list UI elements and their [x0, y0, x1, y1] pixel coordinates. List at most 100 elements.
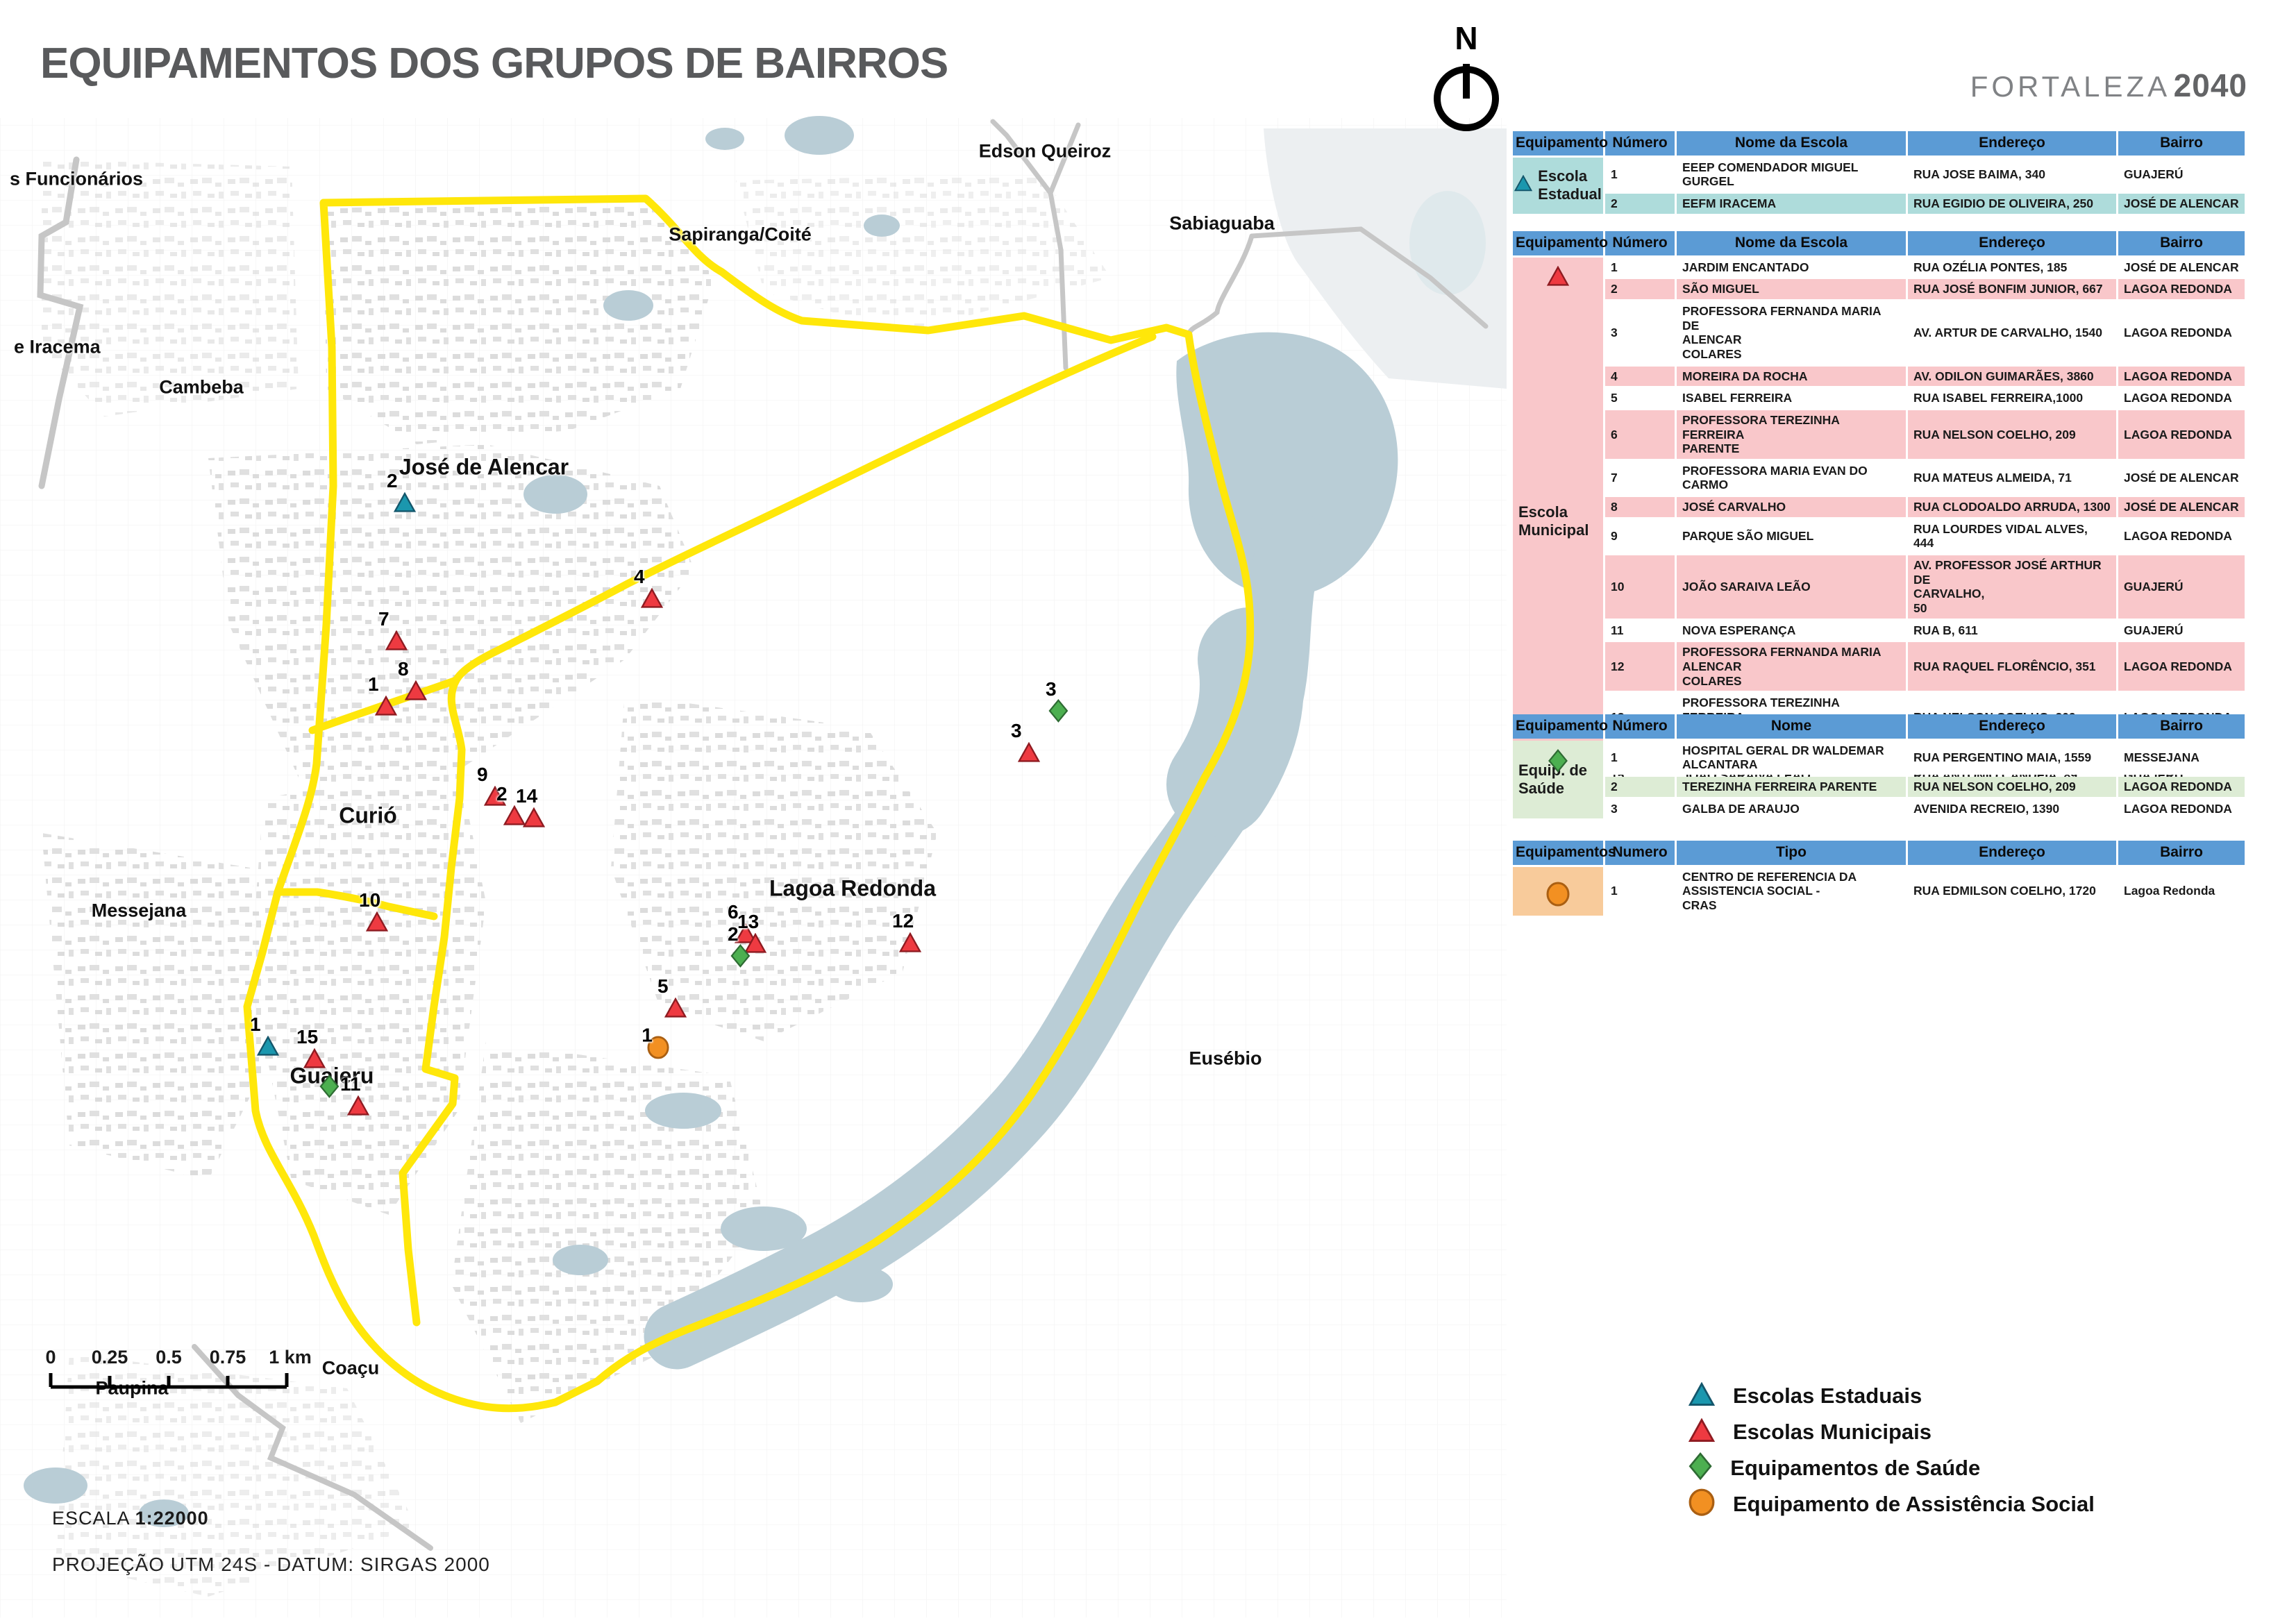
column-header: Bairro	[2118, 231, 2245, 255]
cell-number: 2	[1605, 279, 1675, 300]
north-arrow: N	[1425, 19, 1508, 137]
column-header: Numero	[1605, 841, 1675, 865]
legend-label: Equipamentos de Saúde	[1730, 1456, 1981, 1480]
legend-triangle-icon	[1688, 1418, 1716, 1446]
column-header: Tipo	[1677, 841, 1906, 865]
projection-text: PROJEÇÃO UTM 24S - DATUM: SIRGAS 2000	[52, 1554, 490, 1575]
table-row: 2 TEREZINHA FERREIRA PARENTE RUA NELSON CO…	[1513, 777, 2245, 797]
cell-name: MOREIRA DA ROCHA	[1677, 366, 1906, 387]
marker-number: 6	[728, 901, 739, 923]
column-header: Nome da Escola	[1677, 231, 1906, 255]
equipment-table-estadual: Equipamento Número Nome da Escola Endereço B…	[1511, 129, 2247, 216]
equipment-table-municipal: Equipamento Número Nome da Escola Endereço B…	[1511, 229, 2247, 787]
table-group-label: Escola Municipal	[1513, 257, 1603, 786]
column-header: Endereço	[1908, 231, 2116, 255]
table-row: 8 JOSÉ CARVALHO RUA CLODOALDO ARRUDA, 1300…	[1513, 497, 2245, 517]
scale-tick-label: 1 km	[269, 1347, 312, 1368]
table-header-row: Equipamento Número Nome Endereço Bairro	[1513, 714, 2245, 739]
table-row: 11 NOVA ESPERANÇA RUA B, 611 GUAJERÚ	[1513, 620, 2245, 641]
marker-number: 2	[496, 783, 508, 805]
cell-name: HOSPITAL GERAL DR WALDEMAR ALCANTARA	[1677, 740, 1906, 775]
cell-address: RUA CLODOALDO ARRUDA, 1300	[1908, 497, 2116, 517]
marker-number: 3	[1046, 678, 1057, 700]
cell-address: RUA JOSÉ BONFIM JUNIOR, 667	[1908, 279, 2116, 300]
cell-district: LAGOA REDONDA	[2118, 642, 2245, 691]
cell-number: 8	[1605, 497, 1675, 517]
table-row: 10 JOÃO SARAIVA LEÃO AV. PROFESSOR JOSÉ AR…	[1513, 555, 2245, 619]
cell-name: EEFM IRACEMA	[1677, 194, 1906, 214]
cell-name: JARDIM ENCANTADO	[1677, 257, 1906, 278]
brand-city: FORTALEZA	[1970, 70, 2171, 103]
map-region: s Funcionários e Iracema Cambeba Edson Quei…	[0, 104, 1527, 1623]
column-header: Nome	[1677, 714, 1906, 739]
table-row: 3 GALBA DE ARAUJO AVENIDA RECREIO, 1390 LAG…	[1513, 798, 2245, 819]
marker-number: 12	[892, 910, 914, 932]
marker-number: 9	[477, 764, 488, 785]
cell-name: NOVA ESPERANÇA	[1677, 620, 1906, 641]
equipment-table-saude: Equipamento Número Nome Endereço Bairro Equip…	[1511, 712, 2247, 821]
cell-address: RUA NELSON COELHO, 209	[1908, 410, 2116, 459]
table-header-row: Equipamento Número Nome da Escola Endereço B…	[1513, 131, 2245, 155]
cell-number: 3	[1605, 301, 1675, 364]
cell-district: LAGOA REDONDA	[2118, 279, 2245, 300]
cell-address: RUA PERGENTINO MAIA, 1559	[1908, 740, 2116, 775]
brand-logo: FORTALEZA 2040	[1970, 67, 2247, 104]
marker-number: 1	[642, 1024, 653, 1046]
map-legend: Escolas Estaduais Escolas Municipais Equip…	[1688, 1378, 2095, 1522]
map-label: Messejana	[91, 900, 187, 921]
cell-name: PROFESSORA FERNANDA MARIA ALENCAR COLARE…	[1677, 642, 1906, 691]
cell-number: 1	[1605, 157, 1675, 192]
saude-icon	[1548, 748, 1568, 777]
cell-district: Lagoa Redonda	[2118, 866, 2245, 916]
cell-address: RUA ISABEL FERREIRA,1000	[1908, 388, 2116, 408]
cell-district: LAGOA REDONDA	[2118, 301, 2245, 364]
cell-number: 11	[1605, 620, 1675, 641]
table-row: 1 CENTRO DE REFERENCIA DA ASSISTENCIA SOC…	[1513, 866, 2245, 916]
column-header: Nome da Escola	[1677, 131, 1906, 155]
municipal-icon	[1546, 265, 1570, 290]
table-row: 5 ISABEL FERREIRA RUA ISABEL FERREIRA,1000…	[1513, 388, 2245, 408]
cell-district: JOSÉ DE ALENCAR	[2118, 460, 2245, 496]
map-label: Sabiaguaba	[1169, 212, 1275, 234]
scale-tick-label: 0.75	[209, 1347, 246, 1368]
marker-number: 1	[368, 673, 379, 695]
cell-district: LAGOA REDONDA	[2118, 519, 2245, 554]
cell-district: LAGOA REDONDA	[2118, 777, 2245, 797]
legend-item: Equipamentos de Saúde	[1689, 1450, 2095, 1486]
cell-district: JOSÉ DE ALENCAR	[2118, 497, 2245, 517]
estadual-icon	[1514, 174, 1533, 196]
cell-address: RUA MATEUS ALMEIDA, 71	[1908, 460, 2116, 496]
column-header: Equipamentos	[1513, 841, 1616, 865]
cell-address: AVENIDA RECREIO, 1390	[1908, 798, 2116, 819]
cell-address: RUA EGIDIO DE OLIVEIRA, 250	[1908, 194, 2116, 214]
column-header: Equipamento	[1513, 131, 1608, 155]
cell-name: JOSÉ CARVALHO	[1677, 497, 1906, 517]
brand-year: 2040	[2173, 67, 2247, 103]
map-basemap	[0, 116, 1507, 1617]
table-row: 3 PROFESSORA FERNANDA MARIA DE ALENCAR CO…	[1513, 301, 2245, 364]
cell-name: PROFESSORA MARIA EVAN DO CARMO	[1677, 460, 1906, 496]
column-header: Número	[1605, 714, 1675, 739]
marker-number: 7	[378, 608, 389, 630]
cell-name: JOÃO SARAIVA LEÃO	[1677, 555, 1906, 619]
marker-number: 15	[296, 1026, 319, 1048]
column-header: Equipamento	[1513, 714, 1608, 739]
marker-number: 2	[728, 923, 739, 945]
cell-district: GUAJERÚ	[2118, 157, 2245, 192]
table-row: Escola Estadual 1 EEEP COMENDADOR MIGUEL G…	[1513, 157, 2245, 214]
column-header: Endereço	[1908, 841, 2116, 865]
marker-number: 11	[340, 1073, 361, 1095]
marker-number: 5	[657, 975, 669, 997]
cell-number: 9	[1605, 519, 1675, 554]
cell-address: AV. ARTUR DE CARVALHO, 1540	[1908, 301, 2116, 364]
river	[644, 508, 1325, 1370]
cell-name: PARQUE SÃO MIGUEL	[1677, 519, 1906, 554]
table-row: 4 MOREIRA DA ROCHA AV. ODILON GUIMARÃES, 3…	[1513, 366, 2245, 387]
cell-name: PROFESSORA TEREZINHA FERREIRA PARENTE	[1677, 410, 1906, 459]
scale-tick-label: 0.5	[156, 1347, 182, 1368]
table-row: Escola Municipal 1 JARDIM ENCANTADO RUA OZÉ…	[1513, 257, 2245, 786]
cell-number: 3	[1605, 798, 1675, 819]
page-title: EQUIPAMENTOS DOS GRUPOS DE BAIRROS	[40, 40, 948, 87]
marker-number: 8	[398, 658, 409, 680]
legend-label: Equipamento de Assistência Social	[1733, 1492, 2095, 1516]
